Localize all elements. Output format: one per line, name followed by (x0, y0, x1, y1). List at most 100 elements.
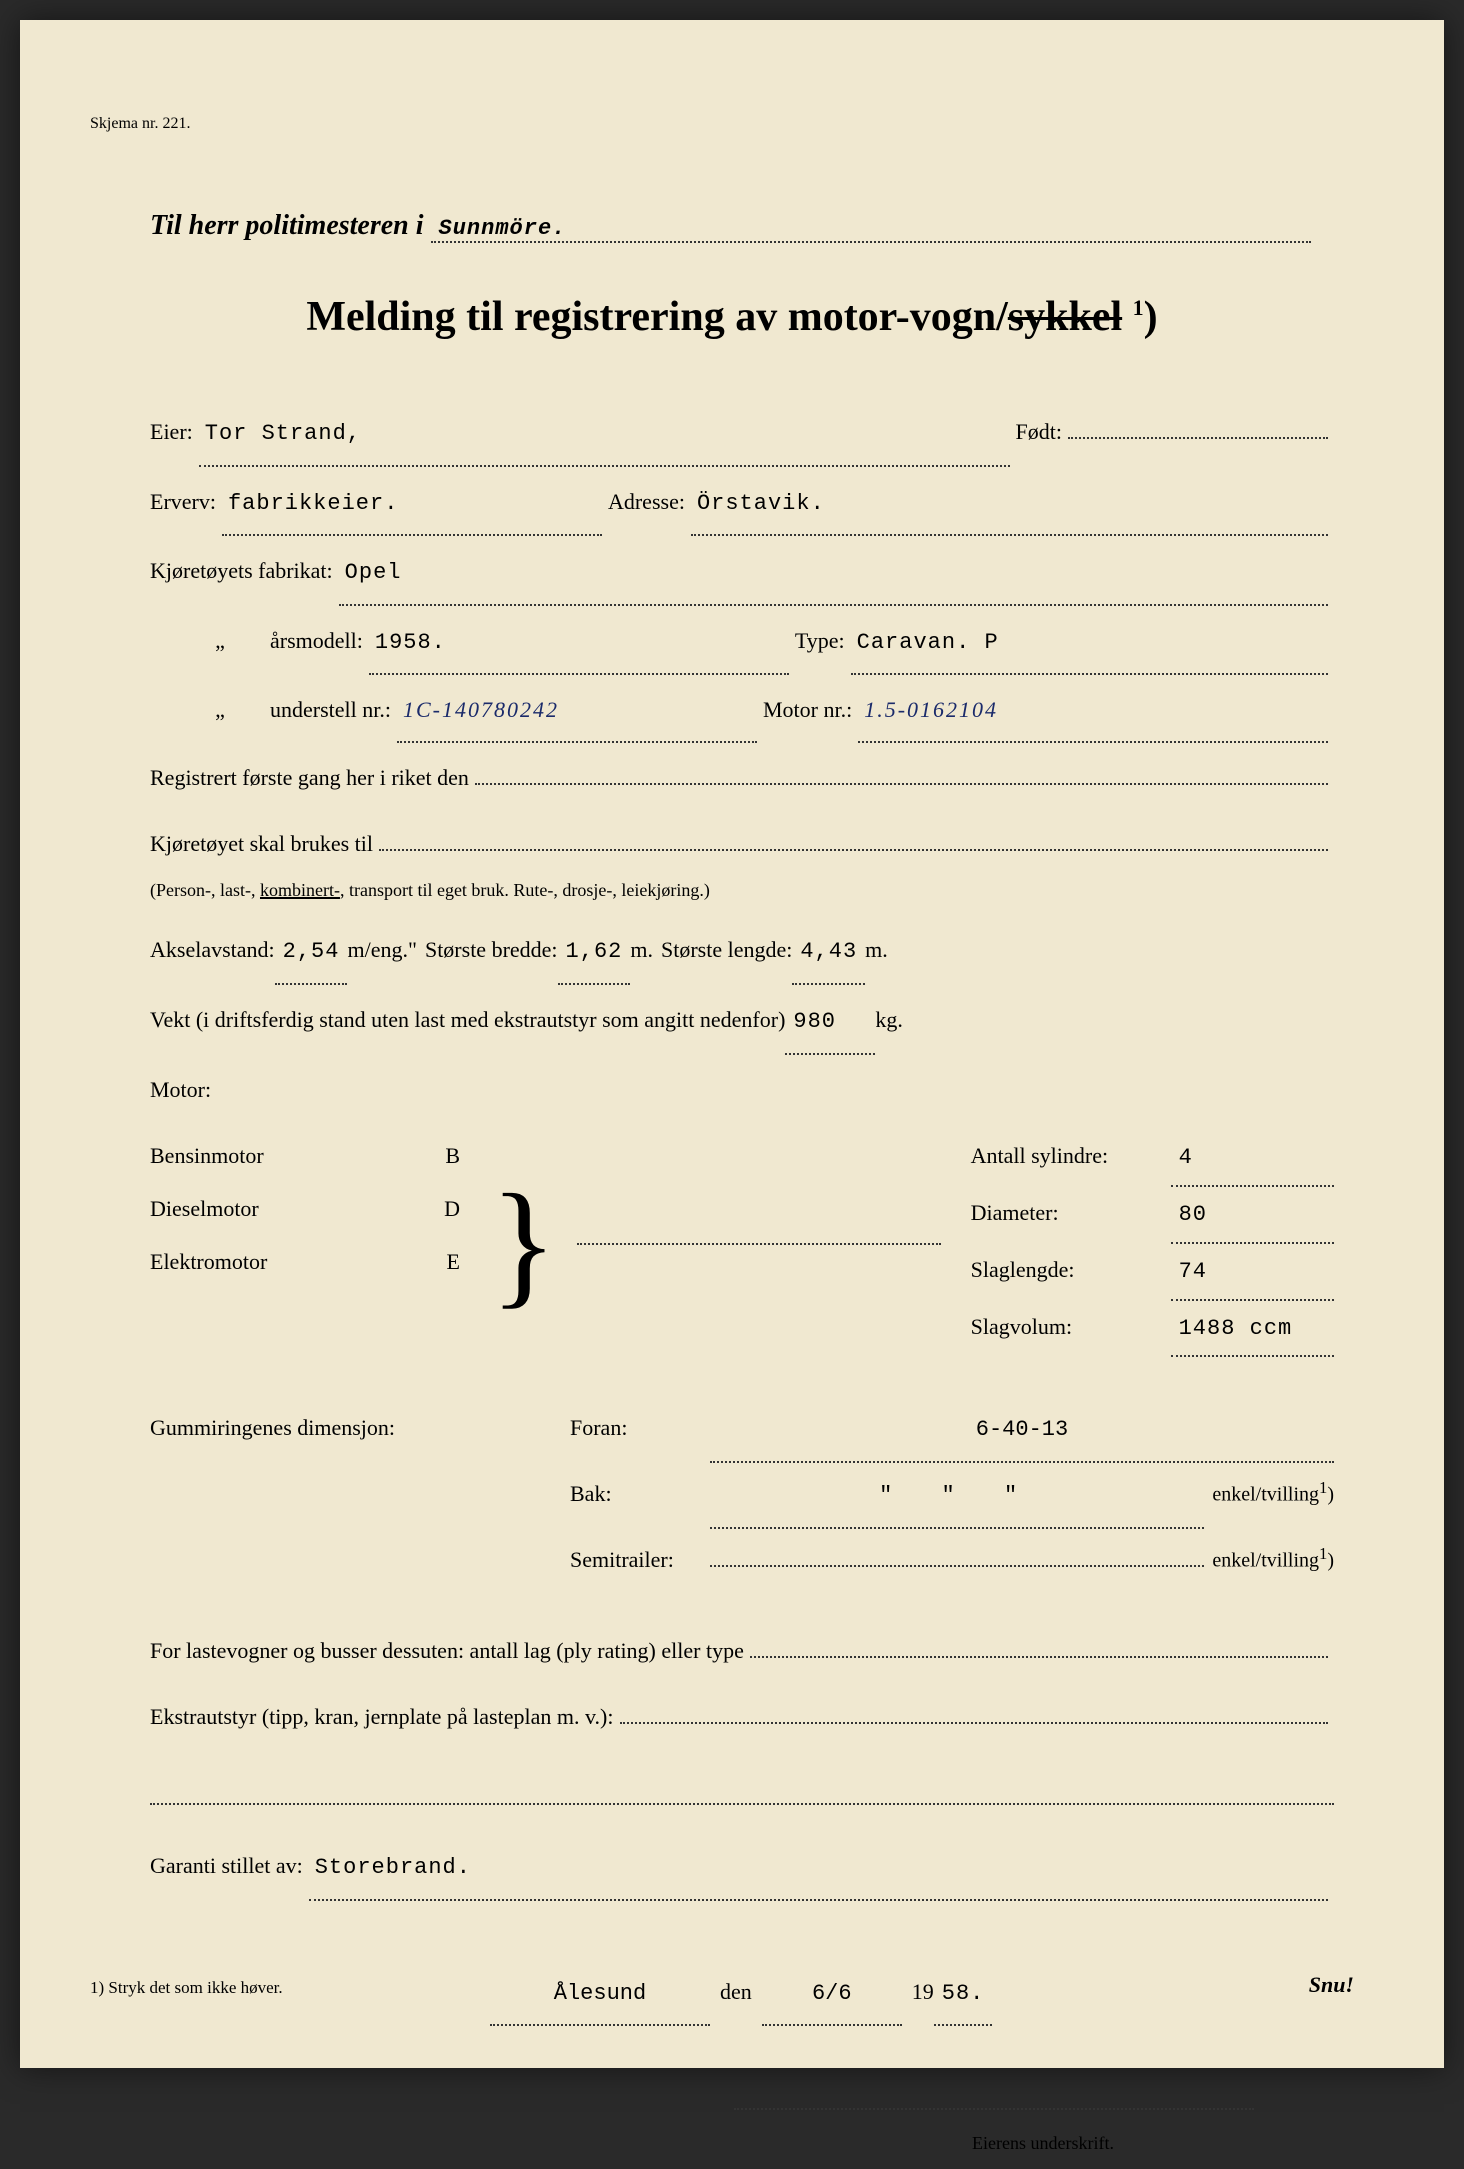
ditto-1: „ (210, 610, 230, 672)
header-line: Til herr politimesteren i Sunnmöre. (150, 210, 1354, 243)
eier-value: Tor Strand, (199, 403, 1010, 467)
elektro-label: Elektromotor (150, 1236, 267, 1289)
sig-place: Ålesund (490, 1963, 710, 2027)
row-understell: „ understell nr.: 1C-140780242 Motor nr.… (210, 679, 1334, 743)
title-prefix: Melding til registrering av motor-vogn/ (306, 294, 1007, 340)
understell-value: 1C-140780242 (397, 679, 757, 743)
brukes-label: Kjøretøyet skal brukes til (150, 813, 373, 875)
brace-icon: } (490, 1174, 557, 1314)
bredde-label: Største bredde: (425, 919, 558, 981)
motor-label: Motor: (150, 1059, 1334, 1121)
form-title: Melding til registrering av motor-vogn/s… (110, 293, 1354, 341)
brukes-value (379, 827, 1328, 851)
signature-line (734, 2086, 1254, 2110)
motor-specs: Antall sylindre:4 Diameter:80 Slaglengde… (971, 1130, 1334, 1357)
row-eier: Eier: Tor Strand, Født: (150, 401, 1334, 467)
diesel-code: D (444, 1183, 460, 1236)
row-lastevogner: For lastevogner og busser dessuten: anta… (150, 1620, 1334, 1682)
vekt-label: Vekt (i driftsferdig stand uten last med… (150, 989, 785, 1051)
semi-suffix: enkel/tvilling1) (1204, 1531, 1334, 1589)
row-arsmodell: „ årsmodell: 1958. Type: Caravan. P (210, 610, 1334, 676)
bredde-value: 1,62 (558, 921, 631, 985)
bensin-code: B (445, 1130, 460, 1183)
ekstrautstyr-value (620, 1700, 1329, 1724)
lastevogner-value (750, 1634, 1328, 1658)
fodt-value (1068, 415, 1328, 439)
bak-suffix: enkel/tvilling1) (1204, 1465, 1334, 1523)
fabrikat-label: Kjøretøyets fabrikat: (150, 540, 333, 602)
slagvolum-label: Slagvolum: (971, 1301, 1171, 1354)
akselavstand-value: 2,54 (275, 921, 348, 985)
bak-label: Bak: (570, 1463, 710, 1525)
vekt-value: 980 (785, 991, 875, 1055)
semi-value (710, 1565, 1204, 1567)
slagvolum-value: 1488 ccm (1171, 1303, 1334, 1358)
ekstrautstyr-line2 (150, 1777, 1334, 1805)
sylindre-value: 4 (1171, 1132, 1334, 1187)
diameter-label: Diameter: (971, 1187, 1171, 1240)
document-page: Skjema nr. 221. Til herr politimesteren … (20, 20, 1444, 2068)
row-ekstrautstyr: Ekstrautstyr (tipp, kran, jernplate på l… (150, 1686, 1334, 1748)
lengde-label: Største lengde: (661, 919, 792, 981)
row-garanti: Garanti stillet av: Storebrand. (150, 1835, 1334, 1901)
type-value: Caravan. P (851, 612, 1328, 676)
ditto-2: „ (210, 679, 230, 741)
type-label: Type: (795, 610, 845, 672)
motor-section: BensinmotorB DieselmotorD ElektromotorE … (150, 1130, 1334, 1357)
adresse-value: Örstavik. (691, 473, 1328, 537)
motor-types: BensinmotorB DieselmotorD ElektromotorE (150, 1130, 490, 1357)
brace-fill (577, 1243, 940, 1245)
slaglengde-value: 74 (1171, 1246, 1334, 1301)
footnote: 1) Stryk det som ikke høver. (90, 1978, 283, 1998)
slaglengde-label: Slaglengde: (971, 1244, 1171, 1297)
bredde-unit: m. (630, 919, 653, 981)
signature-caption: Eierens underskrift. (150, 2118, 1114, 2168)
sig-year: 58. (934, 1963, 993, 2027)
motornr-value: 1.5-0162104 (858, 679, 1328, 743)
vekt-unit: kg. (875, 989, 903, 1051)
semi-label: Semitrailer: (570, 1529, 710, 1591)
bensin-label: Bensinmotor (150, 1130, 264, 1183)
sig-date: 6/6 (762, 1963, 902, 2027)
lastevogner-label: For lastevogner og busser dessuten: anta… (150, 1620, 744, 1682)
tire-dim-label: Gummiringenes dimensjon: (150, 1397, 570, 1459)
registrert-value (475, 761, 1328, 785)
tire-section: Gummiringenes dimensjon: Foran: 6-40-13 … (150, 1397, 1334, 1590)
fabrikat-value: Opel (339, 542, 1328, 606)
arsmodell-label: årsmodell: (270, 610, 363, 672)
erverv-label: Erverv: (150, 471, 216, 533)
eier-label: Eier: (150, 401, 193, 463)
diameter-value: 80 (1171, 1189, 1334, 1244)
row-vekt: Vekt (i driftsferdig stand uten last med… (150, 989, 1334, 1055)
signature-row: Ålesund den 6/6 19 58. (490, 1961, 1334, 2027)
sylindre-label: Antall sylindre: (971, 1130, 1171, 1183)
form-content: Eier: Tor Strand, Født: Erverv: fabrikke… (150, 401, 1334, 2169)
foran-label: Foran: (570, 1397, 710, 1459)
ekstrautstyr-label: Ekstrautstyr (tipp, kran, jernplate på l… (150, 1686, 614, 1748)
brukes-note: (Person-, last-, kombinert-, transport t… (150, 878, 1334, 903)
foran-value: 6-40-13 (710, 1399, 1334, 1463)
lengde-value: 4,43 (792, 921, 865, 985)
adresse-label: Adresse: (608, 471, 685, 533)
fodt-label: Født: (1016, 401, 1062, 463)
title-struck: sykkel (1008, 294, 1122, 340)
sig-den: den (720, 1961, 752, 2023)
akselavstand-label: Akselavstand: (150, 919, 275, 981)
brukes-underlined: kombinert- (260, 880, 340, 900)
garanti-value: Storebrand. (309, 1837, 1328, 1901)
title-close: ) (1144, 294, 1158, 340)
form-number: Skjema nr. 221. (90, 115, 190, 133)
erverv-value: fabrikkeier. (222, 473, 602, 537)
sig-year-prefix: 19 (912, 1961, 934, 2023)
lengde-unit: m. (865, 919, 888, 981)
row-brukes: Kjøretøyet skal brukes til (150, 813, 1334, 875)
row-dimensions: Akselavstand: 2,54 m/eng." Største bredd… (150, 919, 1334, 985)
header-district: Sunnmöre. (431, 216, 1311, 243)
registrert-label: Registrert første gang her i riket den (150, 747, 469, 809)
row-fabrikat: Kjøretøyets fabrikat: Opel (150, 540, 1334, 606)
bak-value: " " " (710, 1465, 1204, 1529)
arsmodell-value: 1958. (369, 612, 789, 676)
diesel-label: Dieselmotor (150, 1183, 259, 1236)
understell-label: understell nr.: (270, 679, 391, 741)
header-prefix: Til herr politimesteren i (150, 210, 424, 241)
